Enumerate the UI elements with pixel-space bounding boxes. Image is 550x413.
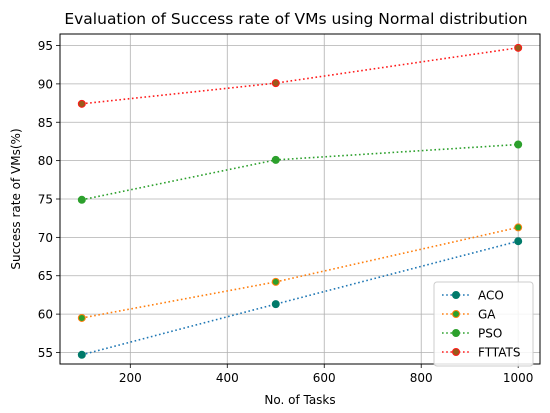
data-point-fttats: [271, 79, 280, 88]
data-point-aco: [514, 237, 523, 246]
y-tick-label: 70: [38, 231, 53, 245]
y-axis-label: Success rate of VMs(%): [9, 128, 23, 269]
legend-label: ACO: [478, 289, 504, 303]
legend-item-fttats: FTTATS: [442, 346, 520, 360]
series-layer: [77, 43, 523, 359]
y-tick-label: 85: [38, 116, 53, 130]
x-tick-label: 800: [410, 371, 433, 385]
y-tick-label: 95: [38, 39, 53, 53]
data-point-aco: [271, 300, 280, 309]
y-axis: 55 60 65 70 75 80 85 90 95: [38, 39, 60, 360]
y-tick-label: 75: [38, 193, 53, 207]
legend-item-aco: ACO: [442, 289, 504, 303]
legend-marker: [452, 348, 460, 356]
x-tick-label: 400: [216, 371, 239, 385]
grid: [60, 34, 540, 364]
legend-item-pso: PSO: [442, 327, 502, 341]
x-tick-label: 200: [119, 371, 142, 385]
series-line-pso: [81, 143, 519, 201]
y-tick-label: 80: [38, 154, 53, 168]
y-tick-label: 90: [38, 77, 53, 91]
series-ga: [77, 223, 523, 322]
data-point-ga: [271, 277, 280, 286]
series-line-fttats: [81, 47, 519, 105]
legend-box: [433, 281, 534, 367]
data-point-pso: [77, 195, 86, 204]
data-point-pso: [514, 140, 523, 149]
legend-label: FTTATS: [478, 346, 520, 360]
series-aco: [77, 237, 523, 359]
legend-marker: [452, 291, 460, 299]
legend-label: PSO: [478, 327, 502, 341]
data-point-fttats: [77, 99, 86, 108]
x-axis-label: No. of Tasks: [264, 393, 335, 407]
legend: ACO GA PSO FTTATS: [433, 281, 534, 367]
series-pso: [77, 140, 523, 204]
y-tick-label: 60: [38, 308, 53, 322]
data-point-pso: [271, 155, 280, 164]
x-tick-label: 600: [313, 371, 336, 385]
y-tick-label: 65: [38, 269, 53, 283]
legend-marker: [452, 310, 460, 318]
legend-item-ga: GA: [442, 308, 496, 322]
data-point-aco: [77, 350, 86, 359]
chart-title: Evaluation of Success rate of VMs using …: [64, 10, 527, 28]
y-tick-label: 55: [38, 346, 53, 360]
legend-label: GA: [478, 308, 496, 322]
data-point-ga: [514, 223, 523, 232]
legend-marker: [452, 329, 460, 337]
x-axis: 200 400 600 800 1000: [119, 364, 534, 385]
series-fttats: [77, 43, 523, 108]
x-tick-label: 1000: [503, 371, 534, 385]
data-point-ga: [77, 313, 86, 322]
data-point-fttats: [514, 43, 523, 52]
